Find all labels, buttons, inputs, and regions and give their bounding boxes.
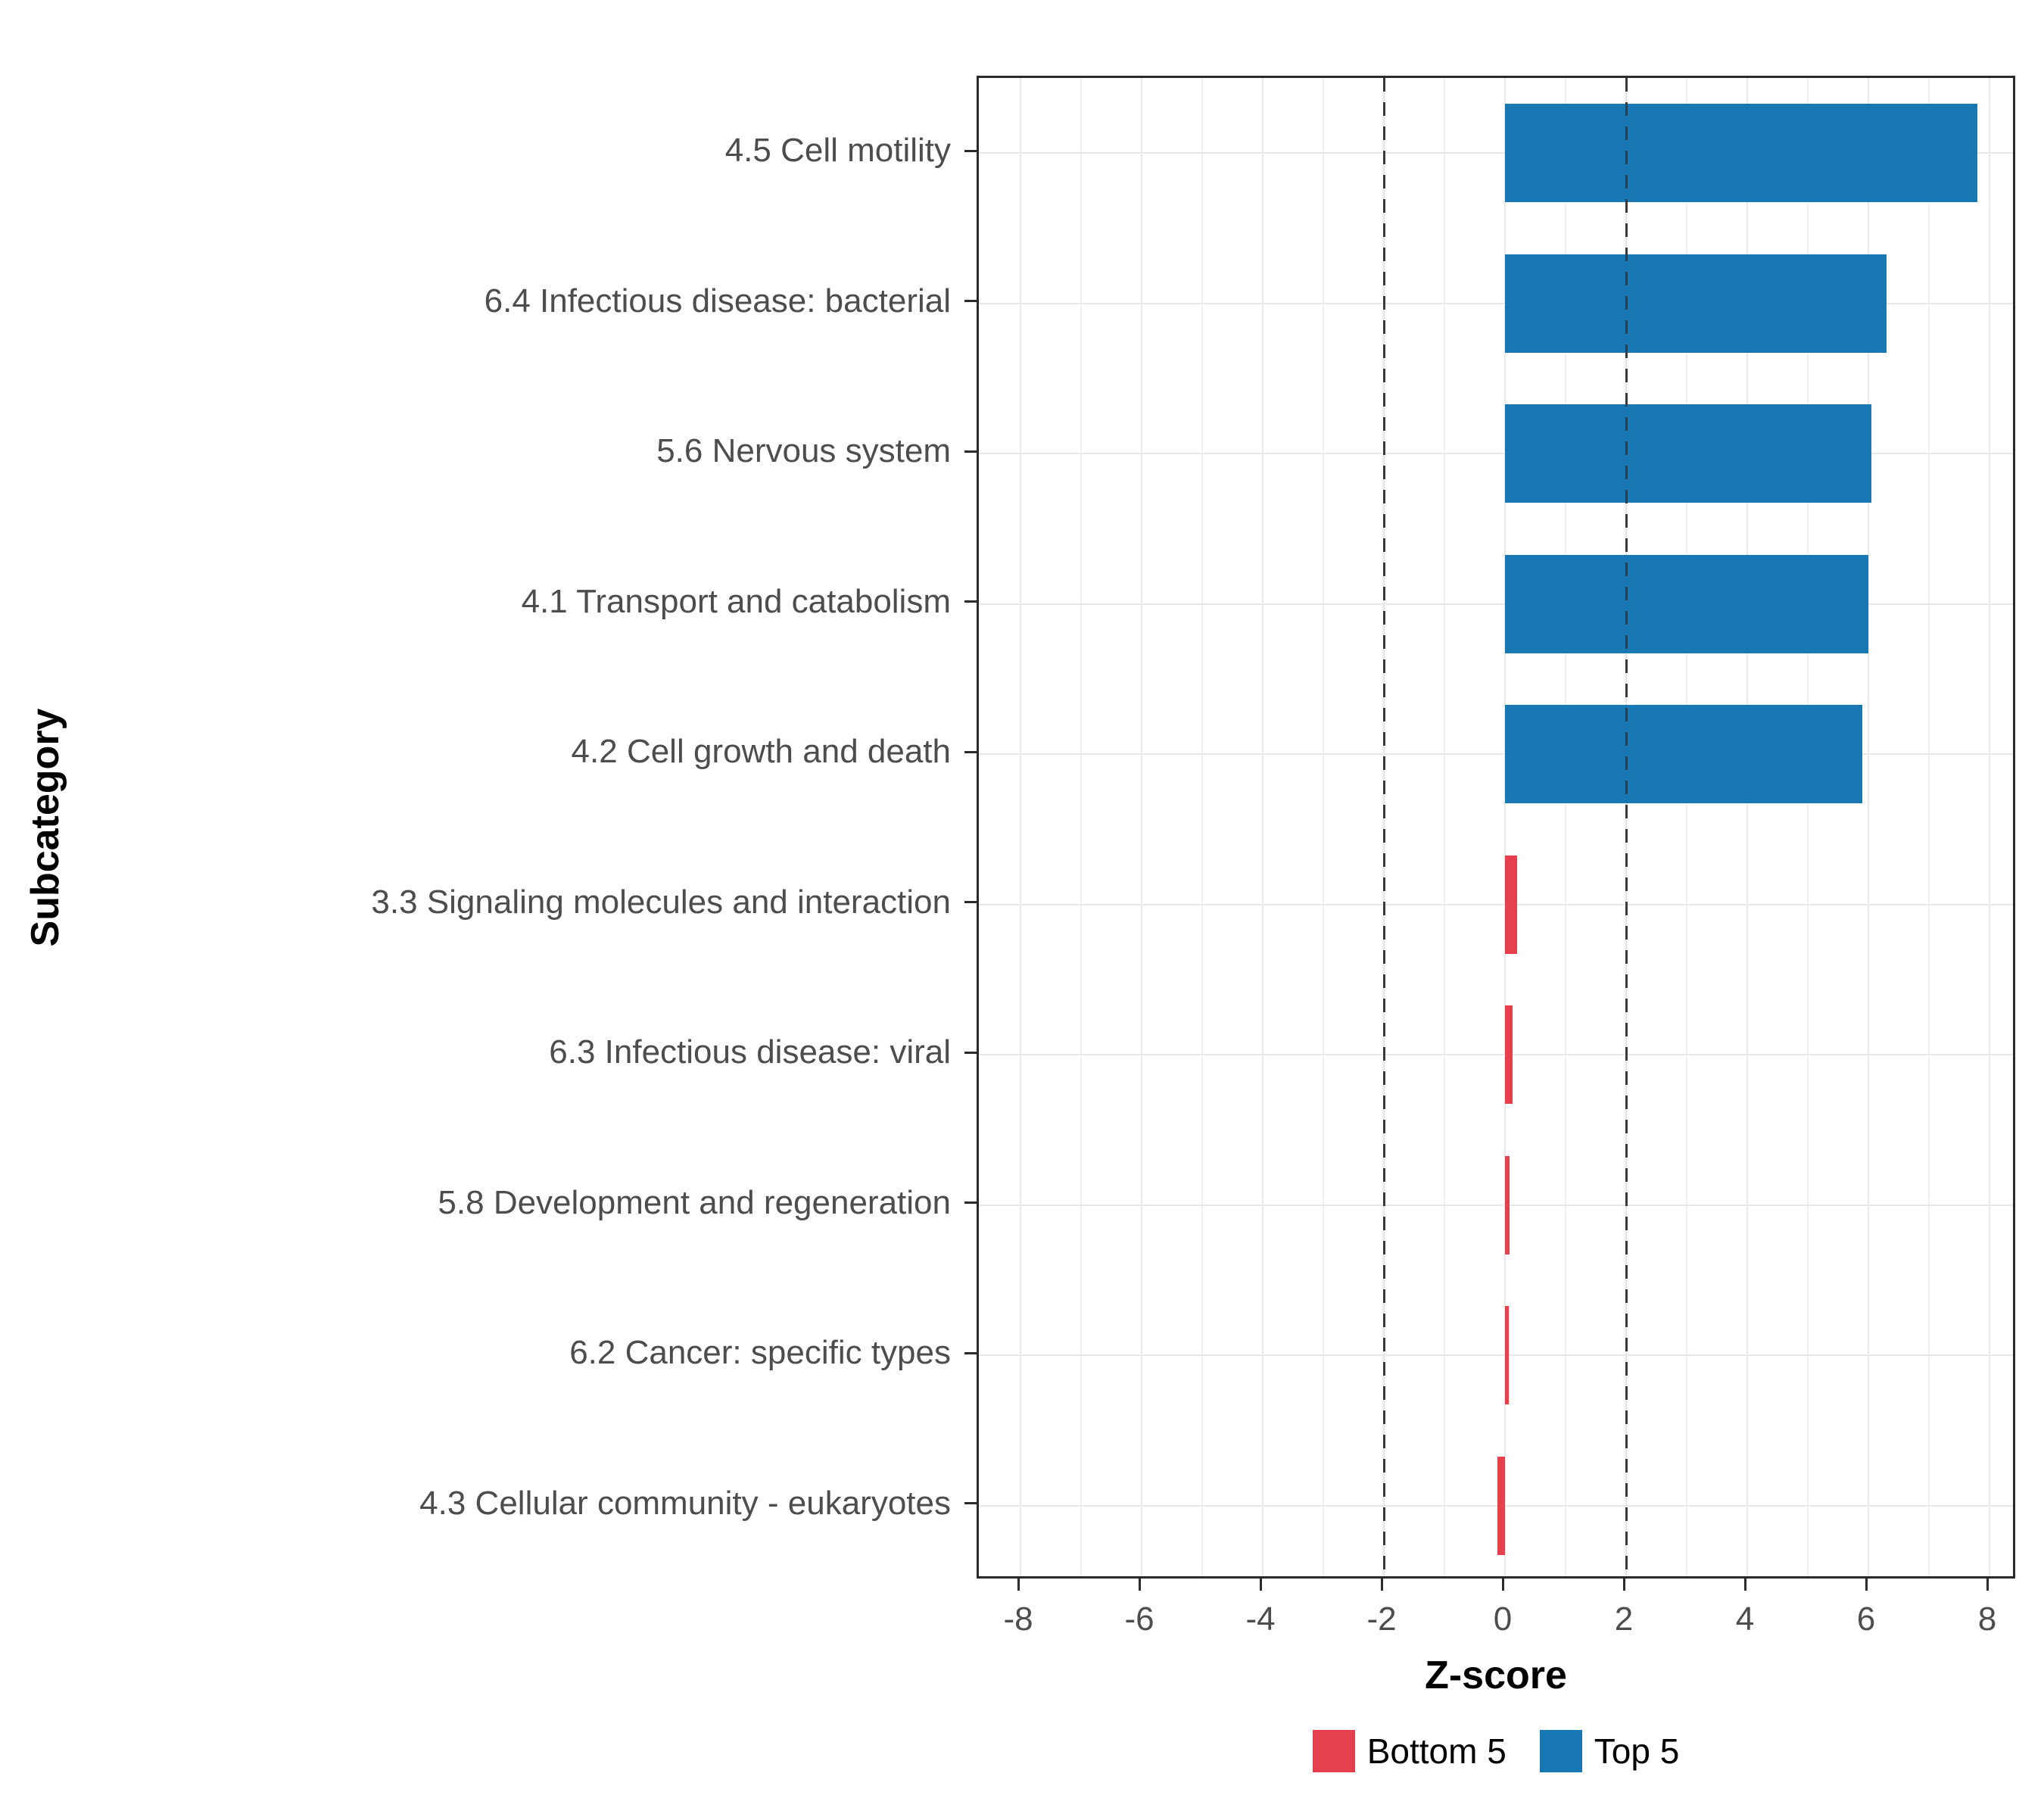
category-gridline (979, 753, 2013, 756)
y-tick-mark (964, 450, 977, 453)
major-gridline (1020, 78, 1021, 1576)
legend-item-top-5: Top 5 (1539, 1730, 1680, 1772)
x-tick-label: -8 (1003, 1600, 1033, 1638)
bar (1505, 705, 1862, 804)
category-gridline (979, 1354, 2013, 1357)
x-tick-label: 6 (1856, 1600, 1876, 1638)
legend: Bottom 5 Top 5 (977, 1730, 2015, 1772)
category-gridline (979, 152, 2013, 154)
x-tick-mark (1622, 1579, 1625, 1591)
category-gridline (979, 1204, 2013, 1206)
y-tick-mark (964, 300, 977, 303)
x-tick-mark (1017, 1579, 1020, 1591)
minor-gridline (1444, 78, 1445, 1576)
y-category-label: 4.2 Cell growth and death (571, 733, 951, 771)
major-gridline (1746, 78, 1748, 1576)
x-tick-label: -2 (1366, 1600, 1397, 1638)
x-tick-label: 0 (1493, 1600, 1513, 1638)
y-category-label: 6.4 Infectious disease: bacterial (484, 282, 951, 319)
category-gridline (979, 603, 2013, 605)
category-gridline (979, 453, 2013, 455)
minor-gridline (1080, 78, 1082, 1576)
x-tick-label: 4 (1735, 1600, 1755, 1638)
y-tick-mark (964, 1051, 977, 1054)
bar (1505, 404, 1871, 503)
x-tick-mark (1743, 1579, 1746, 1591)
x-tick-label: 8 (1977, 1600, 1997, 1638)
y-category-label: 3.3 Signaling molecules and interaction (371, 883, 951, 921)
x-tick-mark (1259, 1579, 1262, 1591)
minor-gridline (1807, 78, 1809, 1576)
bar (1505, 554, 1868, 653)
category-gridline (979, 302, 2013, 304)
y-tick-mark (964, 600, 977, 603)
reference-line (1382, 78, 1385, 1576)
category-gridline (979, 1504, 2013, 1507)
bar (1505, 1155, 1510, 1254)
x-tick-mark (1501, 1579, 1504, 1591)
minor-gridline (1201, 78, 1203, 1576)
major-gridline (1504, 78, 1506, 1576)
legend-label: Bottom 5 (1366, 1731, 1507, 1771)
y-category-label: 6.3 Infectious disease: viral (549, 1033, 951, 1071)
legend-label: Top 5 (1594, 1731, 1680, 1771)
y-tick-mark (964, 1502, 977, 1505)
plot-panel (977, 76, 2015, 1579)
x-tick-mark (1986, 1579, 1989, 1591)
minor-gridline (1323, 78, 1324, 1576)
y-category-label: 4.1 Transport and catabolism (521, 582, 951, 620)
category-gridline (979, 1054, 2013, 1056)
y-tick-mark (964, 750, 977, 753)
category-gridline (979, 903, 2013, 905)
minor-gridline (1686, 78, 1687, 1576)
bar (1505, 254, 1887, 353)
minor-gridline (1565, 78, 1566, 1576)
y-category-label: 5.6 Nervous system (656, 432, 951, 470)
legend-swatch (1539, 1730, 1582, 1772)
bar (1505, 1306, 1509, 1405)
y-category-label: 6.2 Cancer: specific types (569, 1334, 951, 1372)
legend-swatch (1312, 1730, 1355, 1772)
y-tick-mark (964, 1201, 977, 1205)
y-category-label: 5.8 Development and regeneration (438, 1183, 951, 1221)
y-tick-mark (964, 901, 977, 904)
x-tick-label: -6 (1124, 1600, 1154, 1638)
x-tick-mark (1865, 1579, 1868, 1591)
y-tick-mark (964, 1351, 977, 1354)
x-tick-label: 2 (1614, 1600, 1634, 1638)
bar (1505, 855, 1517, 954)
x-tick-mark (1138, 1579, 1141, 1591)
y-category-label: 4.5 Cell motility (724, 132, 951, 170)
reference-line (1625, 78, 1628, 1576)
bar (1505, 1005, 1513, 1105)
x-axis-title: Z-score (1425, 1653, 1567, 1697)
major-gridline (1868, 78, 1869, 1576)
bar (1497, 1456, 1505, 1555)
x-tick-label: -4 (1245, 1600, 1276, 1638)
major-gridline (1262, 78, 1263, 1576)
legend-item-bottom-5: Bottom 5 (1312, 1730, 1507, 1772)
major-gridline (1141, 78, 1142, 1576)
minor-gridline (1928, 78, 1930, 1576)
bar (1505, 104, 1977, 203)
y-tick-mark (964, 149, 977, 152)
major-gridline (1989, 78, 1990, 1576)
y-category-label: 4.3 Cellular community - eukaryotes (419, 1484, 951, 1522)
x-tick-mark (1380, 1579, 1383, 1591)
